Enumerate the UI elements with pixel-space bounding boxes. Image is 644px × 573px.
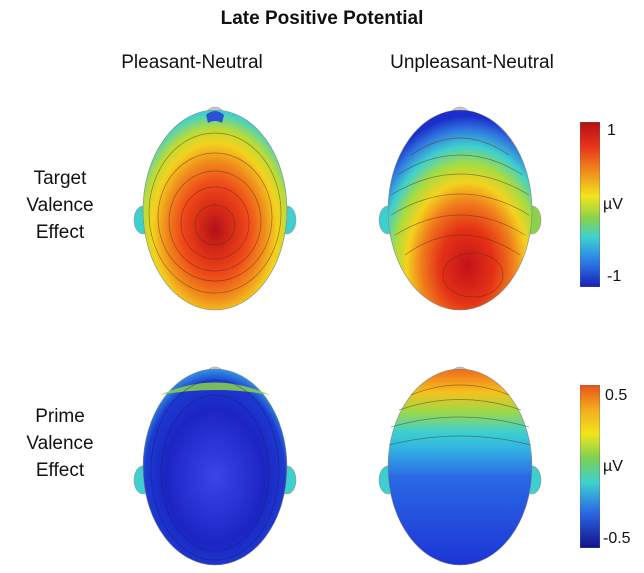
colorbar-prime-max-label: 0.5 <box>605 387 628 404</box>
figure-title: Late Positive Potential <box>220 8 424 29</box>
colorbar-target-max-label: 1 <box>607 122 616 139</box>
colorbar-target-unit-label: µV <box>603 196 623 213</box>
colorbar-prime-unit-label: µV <box>603 458 623 475</box>
contour-lines <box>390 137 530 298</box>
head-map-prime-unpleasant-neutral <box>378 366 542 566</box>
colorbar-target <box>580 122 600 287</box>
head-map-prime-pleasant-neutral <box>133 366 297 566</box>
row-label-target-valence-effect: Target Valence Effect <box>26 168 94 243</box>
scalp-surface <box>387 368 533 566</box>
contour-lines <box>388 384 532 446</box>
row-label-prime-valence-effect: Prime Valence Effect <box>26 406 94 481</box>
column-header-unpleasant-neutral: Unpleasant-Neutral <box>390 52 554 73</box>
scalp-surface <box>387 109 533 311</box>
colorbar-prime <box>580 385 600 548</box>
scalp-surface <box>142 368 288 566</box>
contour-lines <box>148 132 282 294</box>
head-map-target-unpleasant-neutral <box>378 106 542 311</box>
colorbar-prime-min-label: -0.5 <box>603 530 631 547</box>
column-header-pleasant-neutral: Pleasant-Neutral <box>121 52 263 73</box>
head-map-target-pleasant-neutral <box>133 106 297 311</box>
colorbar-target-min-label: -1 <box>607 268 622 285</box>
scalp-surface <box>142 109 288 311</box>
